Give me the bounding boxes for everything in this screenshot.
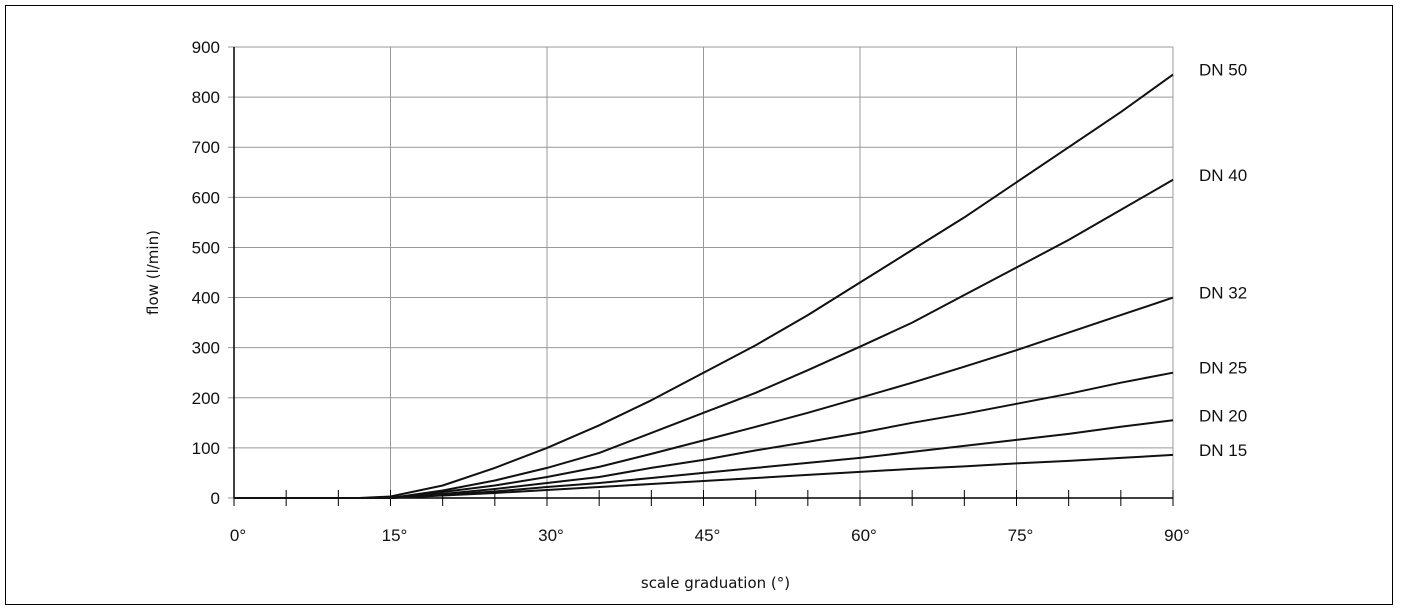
x-axis-title: scale graduation (°) xyxy=(641,574,790,592)
series-label-dn-15: DN 15 xyxy=(1199,441,1247,460)
y-tick-label: 900 xyxy=(192,38,220,57)
x-tick-label: 15° xyxy=(382,526,408,545)
series-line-dn-32 xyxy=(234,296,1174,499)
x-tick-label: 60° xyxy=(851,526,877,545)
series-line-dn-25 xyxy=(234,371,1174,499)
series-label-dn-20: DN 20 xyxy=(1199,406,1247,425)
series-line-dn-50 xyxy=(234,73,1174,499)
y-tick-label: 100 xyxy=(192,439,220,458)
series-line-dn-15 xyxy=(234,453,1174,499)
y-tick-label: 700 xyxy=(192,138,220,157)
x-tick-labels: 0° 15° 30° 45° 60° 75° 90° xyxy=(230,526,1190,545)
flow-chart: 0 100 200 300 400 500 600 700 800 900 0° 15° 30° 45°… xyxy=(144,38,1247,592)
series-label-dn-40: DN 40 xyxy=(1199,166,1247,185)
y-tick-label: 200 xyxy=(192,389,220,408)
y-tick-label: 600 xyxy=(192,188,220,207)
y-tick-label: 300 xyxy=(192,339,220,358)
y-tick-label: 0 xyxy=(211,489,220,508)
y-tick-label: 800 xyxy=(192,88,220,107)
x-tick-label: 75° xyxy=(1008,526,1034,545)
series-lines xyxy=(234,73,1174,499)
x-tick-label: 0° xyxy=(230,526,246,545)
series-label-dn-50: DN 50 xyxy=(1199,61,1247,80)
x-tick-label: 90° xyxy=(1164,526,1190,545)
series-line-dn-40 xyxy=(234,178,1174,499)
vertical-gridlines xyxy=(233,47,1174,498)
y-tick-label: 400 xyxy=(192,289,220,308)
series-line-dn-20 xyxy=(234,419,1174,499)
y-tick-label: 500 xyxy=(192,238,220,257)
series-labels: DN 50 DN 40 DN 32 DN 25 DN 20 DN 15 xyxy=(1199,61,1247,460)
y-axis-title: flow (l/min) xyxy=(144,230,162,315)
series-label-dn-25: DN 25 xyxy=(1199,359,1247,378)
y-tick-labels: 0 100 200 300 400 500 600 700 800 900 xyxy=(192,38,220,508)
minor-ticks xyxy=(233,490,1174,506)
x-tick-label: 45° xyxy=(695,526,721,545)
chart-frame: 0 100 200 300 400 500 600 700 800 900 0° 15° 30° 45°… xyxy=(5,5,1393,605)
series-label-dn-32: DN 32 xyxy=(1199,284,1247,303)
x-tick-label: 30° xyxy=(538,526,564,545)
horizontal-gridlines xyxy=(228,46,1173,499)
